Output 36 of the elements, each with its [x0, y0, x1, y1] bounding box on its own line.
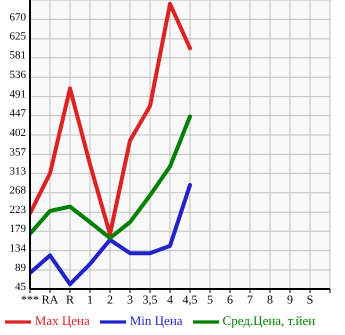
y-tick-label: 45 — [15, 280, 26, 293]
y-tick-label: 491 — [10, 88, 26, 101]
x-tick-label: 1 — [87, 292, 93, 307]
legend-label: Min Цена — [130, 312, 183, 328]
y-tick-label: 223 — [10, 204, 26, 216]
y-tick-label: 402 — [10, 126, 26, 139]
y-tick-label: 313 — [10, 165, 26, 178]
x-tick-label: 5 — [207, 292, 213, 307]
y-tick-label: 134 — [10, 242, 26, 255]
legend-label: Сред.Цена, т.йен — [222, 312, 316, 328]
x-tick-label: 4 — [167, 292, 173, 307]
x-tick-label: S — [306, 292, 314, 307]
y-tick-label: 670 — [10, 11, 26, 24]
x-tick-label: 8 — [267, 292, 273, 307]
y-tick-label: 581 — [10, 50, 26, 62]
x-tick-label: 3,5 — [142, 292, 158, 307]
x-tick-label: 6 — [227, 292, 233, 307]
x-tick-label: *** — [21, 292, 39, 307]
y-tick-label: 447 — [10, 108, 26, 120]
x-tick-label: 9 — [287, 292, 293, 307]
x-tick-label: R — [66, 292, 74, 307]
x-tick-label: 4,5 — [182, 292, 198, 307]
line-series — [30, 2, 192, 236]
y-tick-label: 625 — [10, 30, 26, 43]
x-tick-label: 7 — [247, 292, 253, 307]
y-tick-label: 536 — [10, 69, 26, 82]
y-tick-label: 89 — [15, 262, 26, 274]
x-tick-label: RA — [42, 292, 59, 307]
line-series — [30, 183, 192, 286]
y-tick-label: 179 — [10, 223, 26, 236]
legend-label: Max Цена — [34, 312, 90, 328]
y-tick-label: 357 — [10, 146, 26, 158]
x-tick-label: 2 — [107, 292, 113, 307]
y-tick-label: 268 — [10, 184, 26, 197]
line-series — [30, 114, 192, 240]
x-tick-label: 3 — [127, 292, 133, 307]
